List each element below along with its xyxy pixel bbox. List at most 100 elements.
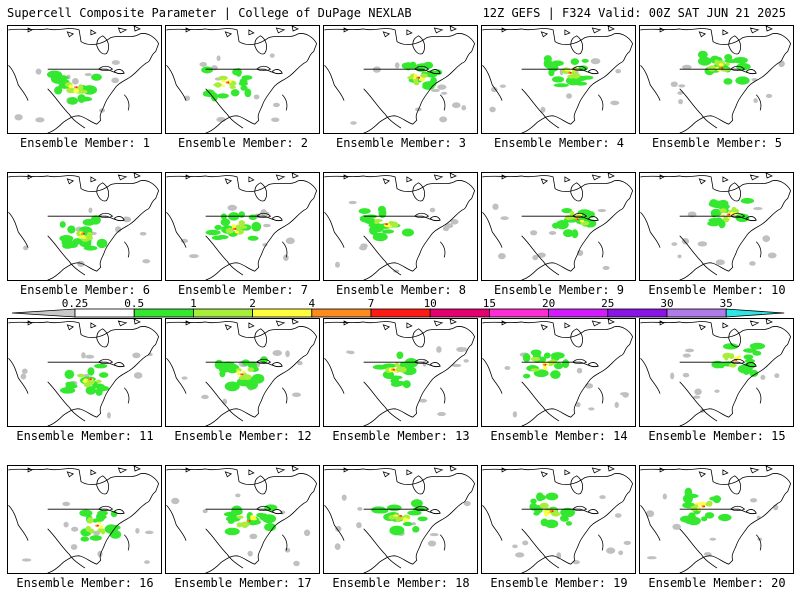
scp-contour [724, 355, 729, 361]
scp-contour [423, 61, 434, 70]
scp-contour [682, 64, 692, 70]
map-outline [123, 534, 130, 551]
scp-contour [218, 75, 228, 81]
scp-contour [411, 499, 423, 508]
scp-contour [703, 505, 706, 508]
scp-contour [236, 373, 241, 376]
scp-contour [109, 530, 122, 539]
scp-contour [81, 352, 86, 359]
scp-contour [536, 492, 544, 502]
scp-contour [551, 60, 564, 67]
scp-field [492, 203, 610, 270]
map-outline [256, 65, 283, 75]
map-outline [412, 475, 426, 495]
scp-contour [224, 527, 240, 536]
scp-contour [249, 533, 258, 540]
map-outline [597, 387, 604, 404]
scp-contour [690, 505, 698, 512]
scp-contour [73, 88, 80, 94]
map-outline [98, 65, 125, 75]
map-outline [205, 88, 244, 129]
map-outline [324, 175, 476, 280]
scp-contour [238, 81, 248, 87]
scp-contour [93, 363, 108, 369]
scp-field [671, 197, 777, 266]
scp-contour [714, 59, 720, 66]
map-outline [728, 475, 742, 495]
scp-contour [220, 218, 231, 226]
ensemble-map-panel [481, 25, 636, 134]
scp-contour [72, 77, 79, 85]
scp-contour [23, 245, 29, 251]
colorbar-tick-label: 30 [660, 297, 673, 310]
map-outline [521, 528, 560, 569]
map-outline [166, 468, 318, 573]
scp-contour [684, 348, 695, 353]
colorbar-tick-label: 10 [424, 297, 437, 310]
ensemble-member-label: Ensemble Member: 7 [177, 283, 309, 297]
scp-contour [456, 346, 466, 352]
scp-contour [715, 66, 719, 70]
map-outline [27, 319, 141, 331]
scp-contour [259, 513, 269, 521]
scp-contour [86, 378, 95, 386]
scp-contour [229, 85, 236, 89]
scp-contour [269, 53, 275, 58]
scp-contour [719, 208, 727, 214]
scp-contour [240, 225, 248, 229]
ensemble-map-panel [165, 465, 320, 574]
scp-contour [230, 89, 240, 97]
scp-contour [581, 58, 589, 63]
map-outline [414, 65, 441, 75]
scp-contour [498, 252, 506, 260]
scp-contour [645, 510, 655, 518]
scp-contour [687, 516, 701, 526]
scp-field [14, 60, 120, 123]
scp-contour [394, 370, 398, 373]
map-outline [98, 358, 125, 368]
ensemble-map-panel [165, 318, 320, 427]
scp-contour [100, 525, 104, 529]
map-canvas [8, 173, 160, 280]
scp-contour [539, 502, 549, 509]
scp-contour [580, 75, 594, 80]
scp-contour [389, 525, 405, 536]
scp-contour [20, 373, 27, 380]
scp-contour [374, 220, 380, 224]
scp-field [334, 494, 471, 550]
scp-contour [602, 265, 610, 270]
scp-contour [382, 229, 395, 234]
scp-contour [96, 379, 102, 383]
scp-contour [92, 518, 99, 523]
scp-contour [359, 245, 367, 251]
map-outline [363, 88, 402, 129]
colorbar-swatch [666, 308, 727, 318]
scp-contour [560, 516, 569, 522]
map-outline [501, 26, 615, 38]
scp-field [171, 493, 311, 567]
map-outline [281, 387, 288, 404]
map-outline [343, 26, 457, 38]
scp-contour [744, 365, 752, 372]
scp-contour [263, 223, 271, 228]
map-outline [96, 35, 110, 55]
scp-contour [597, 208, 607, 213]
map-canvas [482, 173, 634, 280]
scp-contour [135, 527, 140, 534]
scp-contour [725, 62, 730, 66]
ensemble-member-label: Ensemble Member: 2 [177, 136, 309, 150]
map-outline [256, 212, 283, 222]
scp-contour [553, 83, 569, 88]
map-canvas [166, 319, 318, 426]
scp-contour [247, 361, 258, 370]
scp-contour [561, 207, 573, 214]
scp-contour [358, 208, 371, 215]
scp-contour [404, 358, 419, 368]
map-outline [343, 466, 457, 478]
scp-contour [614, 401, 619, 408]
scp-contour [580, 221, 590, 226]
scp-contour [273, 102, 280, 108]
map-outline [414, 358, 441, 368]
map-outline [728, 328, 742, 348]
map-outline [659, 26, 773, 38]
